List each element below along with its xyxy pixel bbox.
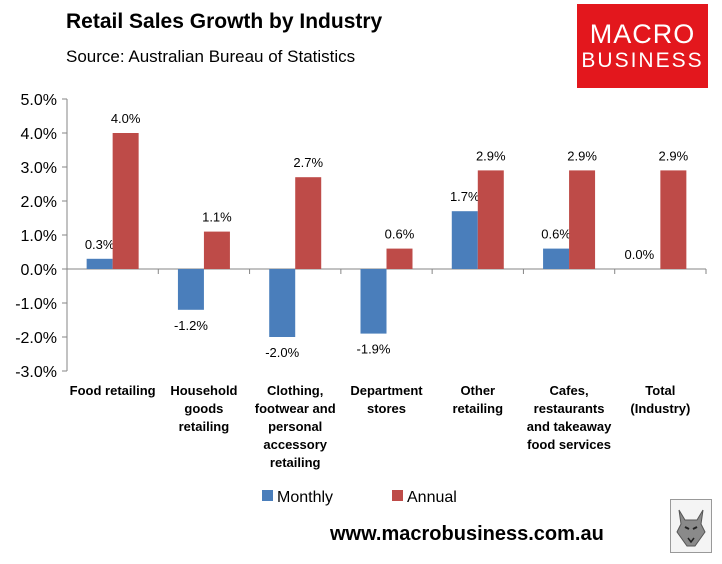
x-category-label: footwear and xyxy=(255,401,336,416)
bar-monthly xyxy=(360,269,387,334)
x-category-label: Other xyxy=(460,383,495,398)
x-category-label: accessory xyxy=(263,437,327,452)
x-category-label: Department xyxy=(350,383,423,398)
data-label-annual: 0.6% xyxy=(385,227,415,242)
x-category-label: restaurants xyxy=(534,401,605,416)
bar-annual xyxy=(203,231,230,269)
chart-subtitle: Source: Australian Bureau of Statistics xyxy=(66,47,356,66)
data-label-monthly: 1.7% xyxy=(450,189,480,204)
bar-annual xyxy=(660,170,687,269)
y-tick-label: 5.0% xyxy=(21,92,57,109)
y-tick-label: -1.0% xyxy=(15,296,57,313)
data-label-monthly: -1.9% xyxy=(357,342,391,357)
bar-monthly xyxy=(543,248,570,269)
data-label-annual: 2.9% xyxy=(567,148,597,163)
y-tick-label: 3.0% xyxy=(21,160,57,177)
bar-monthly xyxy=(451,211,478,269)
x-category-label: food services xyxy=(527,437,611,452)
x-category-label: retailing xyxy=(179,419,230,434)
y-tick-label: 2.0% xyxy=(21,194,57,211)
bar-annual xyxy=(569,170,596,269)
x-category-label: Household xyxy=(170,383,237,398)
website-url: www.macrobusiness.com.au xyxy=(330,523,604,545)
data-label-monthly: 0.0% xyxy=(625,247,655,262)
bar-annual xyxy=(386,248,413,269)
data-label-monthly: 0.3% xyxy=(85,237,115,252)
x-category-label: Cafes, xyxy=(550,383,589,398)
y-tick-label: -2.0% xyxy=(15,330,57,347)
data-label-annual: 2.7% xyxy=(293,155,323,170)
data-label-annual: 1.1% xyxy=(202,210,232,225)
data-label-monthly: -2.0% xyxy=(265,345,299,360)
bar-monthly xyxy=(269,269,296,337)
logo-line-1: MACRO xyxy=(589,18,696,49)
logo-line-2: BUSINESS xyxy=(581,48,704,72)
data-label-annual: 2.9% xyxy=(659,148,689,163)
x-category-label: retailing xyxy=(270,455,321,470)
x-category-label: (Industry) xyxy=(630,401,690,416)
legend-swatch-monthly xyxy=(262,490,273,501)
x-category-label: retailing xyxy=(452,401,503,416)
y-tick-label: -3.0% xyxy=(15,364,57,381)
chart-title: Retail Sales Growth by Industry xyxy=(66,10,383,33)
data-label-monthly: -1.2% xyxy=(174,318,208,333)
legend-swatch-annual xyxy=(392,490,403,501)
legend-label-monthly: Monthly xyxy=(277,489,333,506)
legend-label-annual: Annual xyxy=(407,489,457,506)
y-tick-label: 0.0% xyxy=(21,262,57,279)
y-tick-label: 1.0% xyxy=(21,228,57,245)
x-category-label: Total xyxy=(645,383,675,398)
bar-monthly xyxy=(177,269,204,310)
data-label-annual: 4.0% xyxy=(111,111,141,126)
x-category-label: Clothing, xyxy=(267,383,323,398)
bar-annual xyxy=(295,177,322,269)
y-tick-label: 4.0% xyxy=(21,126,57,143)
bar-annual xyxy=(477,170,504,269)
wolf-icon xyxy=(670,499,712,553)
x-category-label: and takeaway xyxy=(527,419,612,434)
macrobusiness-logo: MACRO BUSINESS xyxy=(577,4,708,88)
bar-monthly xyxy=(86,258,113,269)
x-category-label: Food retailing xyxy=(70,383,156,398)
x-category-label: stores xyxy=(367,401,406,416)
data-label-monthly: 0.6% xyxy=(541,227,571,242)
bar-annual xyxy=(112,133,139,269)
x-category-label: personal xyxy=(268,419,322,434)
x-category-label: goods xyxy=(184,401,223,416)
data-label-annual: 2.9% xyxy=(476,148,506,163)
